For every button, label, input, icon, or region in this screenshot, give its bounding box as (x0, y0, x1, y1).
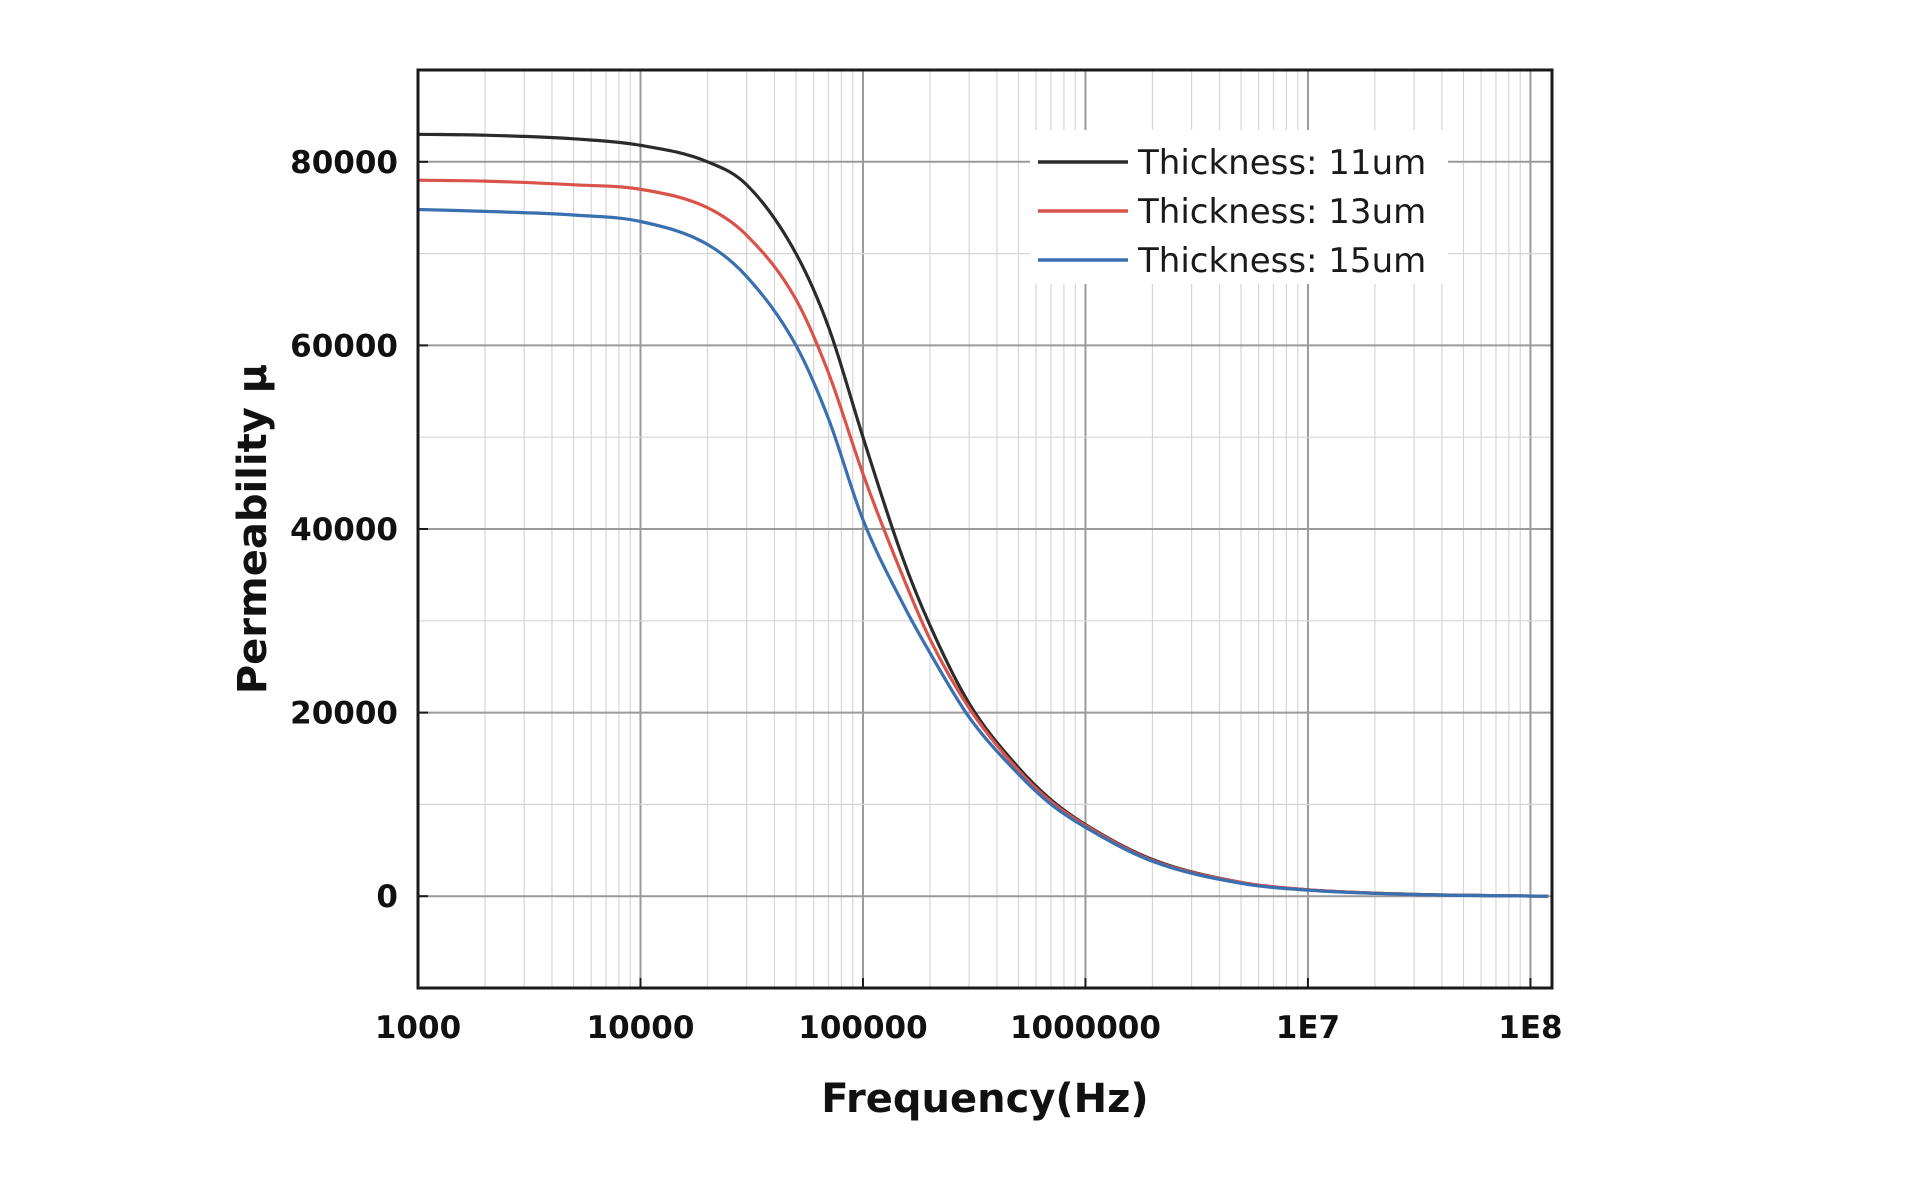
x-tick-label: 1E7 (1276, 1010, 1340, 1046)
y-axis-title: Permeability μ (230, 364, 276, 694)
x-tick-label: 100000 (798, 1010, 927, 1046)
series-line-2 (417, 178, 1549, 898)
series-lines (417, 132, 1549, 898)
legend-label: Thickness: 15um (1137, 241, 1426, 281)
tick-labels: 1000 10000 100000 1000000 1E7 1E8 0 20000 40000 6… (290, 145, 1562, 1046)
series-line-3 (417, 207, 1549, 898)
legend-label: Thickness: 11um (1137, 143, 1426, 183)
y-tick-label: 20000 (290, 696, 398, 732)
x-tick-label: 1000 (375, 1010, 461, 1046)
y-tick-label: 0 (376, 879, 398, 915)
x-axis-title: Frequency(Hz) (821, 1076, 1148, 1122)
x-tick-label: 1000000 (1010, 1010, 1161, 1046)
legend-label: Thickness: 13um (1137, 192, 1426, 232)
y-tick-label: 40000 (290, 512, 398, 548)
y-tick-label: 60000 (290, 328, 398, 364)
y-tick-label: 80000 (290, 145, 398, 181)
x-tick-label: 1E8 (1498, 1010, 1562, 1046)
x-tick-label: 10000 (587, 1010, 695, 1046)
legend: Thickness: 11um Thickness: 13um Thickness:… (1030, 130, 1448, 284)
